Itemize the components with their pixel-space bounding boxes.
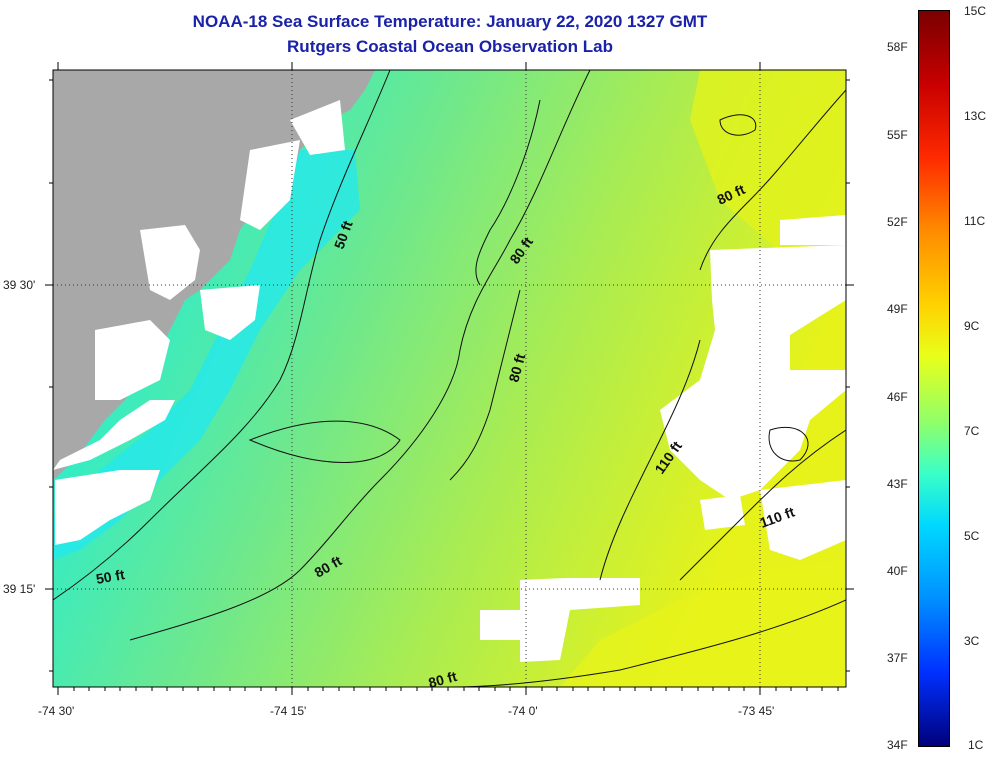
- colorbar-c-label: 11C: [964, 214, 986, 228]
- contour-label: 50 ft: [95, 566, 126, 587]
- colorbar-f-label: 46F: [887, 390, 908, 404]
- colorbar-f-label: 34F: [887, 738, 908, 752]
- colorbar-c-label: 15C: [964, 4, 987, 18]
- warm-water-se: [560, 560, 846, 687]
- depth-contours: [53, 70, 846, 687]
- map-frame: [52, 69, 847, 688]
- colorbar-f-label: 49F: [887, 302, 908, 316]
- x-tick-label: -74 15': [270, 704, 307, 718]
- minor-ticks: [49, 79, 850, 691]
- graticule: [53, 70, 846, 687]
- colorbar-f-label: 40F: [887, 564, 908, 578]
- colorbar-c-label: 7C: [964, 424, 980, 438]
- colorbar-f-label: 43F: [887, 477, 908, 491]
- contour-label: 80 ft: [427, 668, 459, 691]
- axis-ticks: [45, 62, 854, 695]
- contour-label: 80 ft: [505, 352, 528, 384]
- colorbar-f-label: 37F: [887, 651, 908, 665]
- x-tick-label: -74 0': [508, 704, 538, 718]
- colorbar-f-label: 55F: [887, 128, 908, 142]
- colorbar-c-label: 5C: [964, 529, 980, 543]
- x-tick-label: -74 30': [38, 704, 75, 718]
- map-subtitle: Rutgers Coastal Ocean Observation Lab: [287, 37, 613, 56]
- colorbar-c-label: 3C: [964, 634, 980, 648]
- y-tick-label: 39 15': [3, 582, 36, 596]
- x-tick-label: -73 45': [738, 704, 775, 718]
- cold-water-band: [53, 150, 360, 560]
- temperature-colorbar: [918, 10, 950, 747]
- no-data-patches: [53, 100, 846, 662]
- colorbar-f-label: 58F: [887, 40, 908, 54]
- colorbar-c-label: 9C: [964, 319, 980, 333]
- y-tick-label: 39 30': [3, 278, 36, 292]
- colorbar-c-label: 1C: [968, 738, 984, 752]
- map-title: NOAA-18 Sea Surface Temperature: January…: [192, 12, 708, 31]
- colorbar-c-label: 13C: [964, 109, 987, 123]
- colorbar-f-label: 52F: [887, 215, 908, 229]
